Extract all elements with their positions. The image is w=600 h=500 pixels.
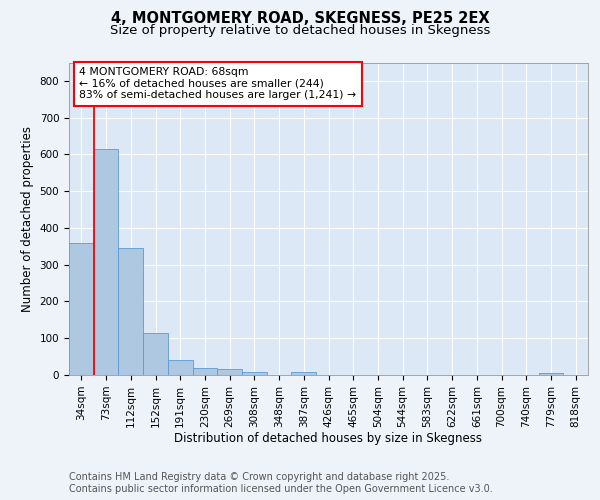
- Bar: [242, 372, 267, 375]
- Bar: [217, 370, 242, 375]
- X-axis label: Distribution of detached houses by size in Skegness: Distribution of detached houses by size …: [175, 432, 482, 446]
- Bar: [168, 360, 193, 375]
- Bar: [292, 372, 316, 375]
- Text: 4 MONTGOMERY ROAD: 68sqm
← 16% of detached houses are smaller (244)
83% of semi-: 4 MONTGOMERY ROAD: 68sqm ← 16% of detach…: [79, 67, 356, 100]
- Bar: [539, 373, 563, 375]
- Text: Contains public sector information licensed under the Open Government Licence v3: Contains public sector information licen…: [69, 484, 493, 494]
- Bar: [118, 248, 143, 375]
- Text: Contains HM Land Registry data © Crown copyright and database right 2025.: Contains HM Land Registry data © Crown c…: [69, 472, 449, 482]
- Text: 4, MONTGOMERY ROAD, SKEGNESS, PE25 2EX: 4, MONTGOMERY ROAD, SKEGNESS, PE25 2EX: [110, 11, 490, 26]
- Bar: [193, 368, 217, 375]
- Text: Size of property relative to detached houses in Skegness: Size of property relative to detached ho…: [110, 24, 490, 37]
- Bar: [143, 332, 168, 375]
- Bar: [69, 242, 94, 375]
- Y-axis label: Number of detached properties: Number of detached properties: [21, 126, 34, 312]
- Bar: [94, 149, 118, 375]
